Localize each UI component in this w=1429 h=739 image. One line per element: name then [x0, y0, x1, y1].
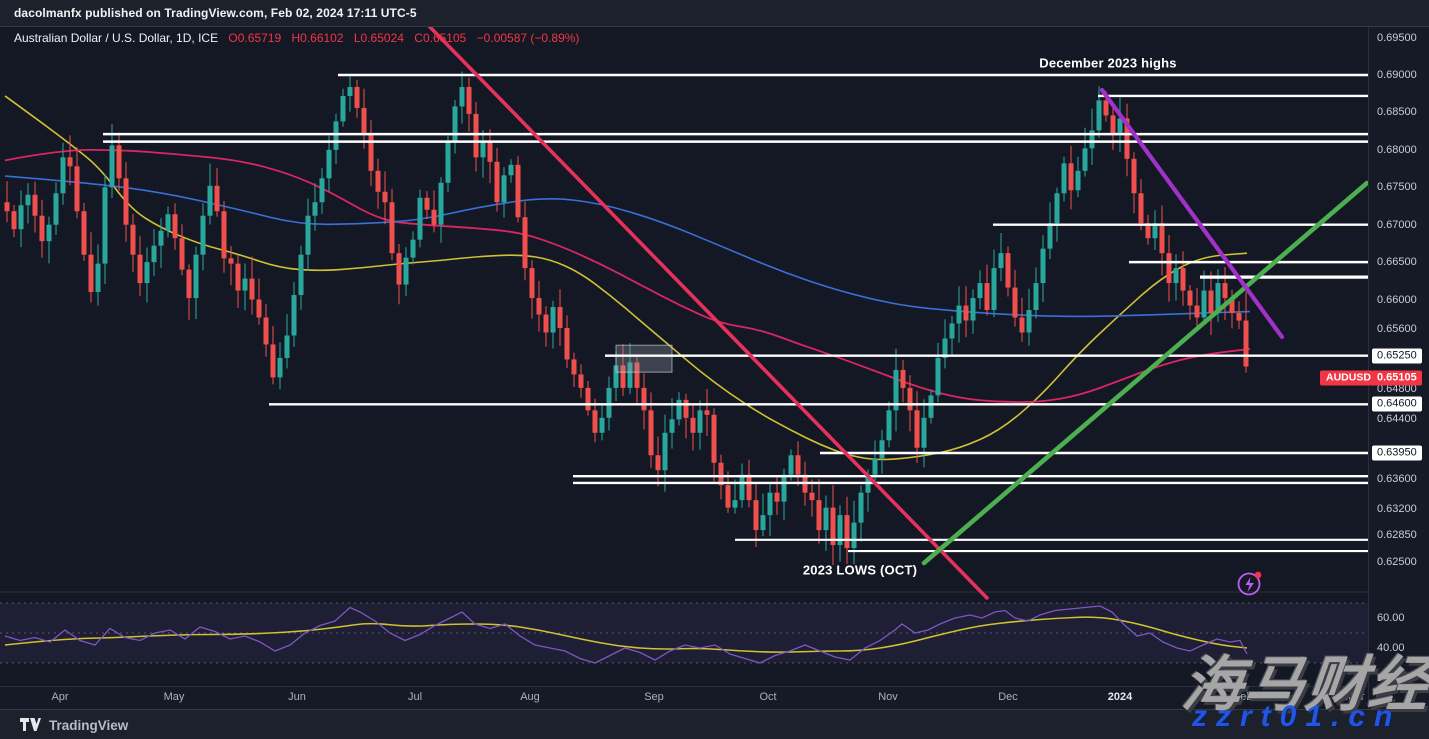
legend-high: H0.66102	[291, 31, 344, 45]
attribution-text: dacolmanfx published on TradingView.com,…	[14, 6, 417, 20]
ma-blue	[4, 175, 1251, 318]
line-price-label: 0.64600	[1372, 396, 1422, 412]
watermark-url: zzrt01.cn	[1192, 700, 1402, 733]
price-tick: 0.64400	[1377, 413, 1417, 426]
ma-crimson	[4, 148, 1251, 403]
symbol-title[interactable]: Australian Dollar / U.S. Dollar, 1D, ICE	[14, 31, 219, 45]
time-label-month: Mar	[1345, 691, 1365, 703]
legend-low: L0.65024	[353, 31, 404, 45]
footer-bar: TradingView	[0, 709, 1429, 739]
time-label-month: Aug	[520, 691, 540, 703]
rsi-tick: 40.00	[1377, 642, 1405, 654]
legend-open: O0.65719	[228, 31, 282, 45]
rsi-tick: 20.00	[1377, 672, 1405, 684]
flash-icon	[1237, 571, 1262, 596]
last-price-label: 0.65105	[1372, 370, 1422, 386]
trendlines	[427, 24, 1370, 600]
footer-brand[interactable]: TradingView	[49, 717, 129, 733]
line-price-label: 0.63950	[1372, 445, 1422, 461]
ma-yellow	[4, 95, 1248, 461]
annotation-december-2023-highs: December 2023 highs	[1039, 55, 1177, 71]
symbol-price-tag: AUDUSD	[1320, 370, 1377, 386]
price-tick: 0.66000	[1377, 293, 1417, 306]
price-tick: 0.62500	[1377, 555, 1417, 568]
rsi-ma-line	[4, 616, 1248, 653]
price-tick: 0.63600	[1377, 473, 1417, 486]
rsi-lines	[4, 605, 1248, 664]
price-tick: 0.63200	[1377, 503, 1417, 516]
time-label-month: Dec	[998, 691, 1018, 703]
price-tick: 0.64800	[1377, 383, 1417, 396]
range-box	[615, 344, 673, 373]
price-tick: 0.66500	[1377, 256, 1417, 269]
downtrend-jan-2024	[1099, 87, 1285, 340]
time-axis[interactable]: Apr May Jun Jul Aug Sep Oct Nov Dec 2024 Feb Mar	[0, 686, 1368, 710]
time-label-month: Apr	[51, 691, 69, 703]
tradingview-logo-icon	[20, 718, 41, 731]
chart-legend[interactable]: Australian Dollar / U.S. Dollar, 1D, ICE…	[14, 31, 579, 45]
time-label-month: Nov	[878, 691, 898, 703]
time-label-month: Sep	[644, 691, 664, 703]
uptrend-from-oct-lows	[921, 180, 1370, 566]
moving-averages	[4, 95, 1251, 461]
time-label-month: Oct	[759, 691, 777, 703]
time-label-month: Jul	[407, 691, 423, 703]
line-price-label: 0.65250	[1372, 348, 1422, 364]
price-tick: 0.68000	[1377, 143, 1417, 156]
horizontal-lines	[103, 73, 1368, 553]
time-label-month: Feb	[1233, 691, 1253, 703]
price-tick: 0.67000	[1377, 218, 1417, 231]
price-tick: 0.62850	[1377, 529, 1417, 542]
price-gridlines	[0, 37, 1368, 563]
legend-close: C0.65105	[414, 31, 467, 45]
downtrend-2023	[427, 24, 989, 600]
price-tick: 0.65600	[1377, 323, 1417, 336]
price-tick: 0.69000	[1377, 69, 1417, 81]
rsi-pane	[0, 591, 1368, 664]
rsi-tick: 60.00	[1377, 612, 1405, 624]
time-label-month: Jun	[288, 691, 306, 703]
attribution-bar: dacolmanfx published on TradingView.com,…	[0, 0, 1429, 27]
legend-change: −0.00587 (−0.89%)	[476, 31, 580, 45]
rsi-line	[4, 605, 1248, 664]
time-label-year: 2024	[1107, 691, 1133, 703]
annotation-2023-lows-oct: 2023 LOWS (OCT)	[802, 562, 918, 578]
price-tick: 0.68500	[1377, 106, 1417, 119]
price-tick: 0.67500	[1377, 181, 1417, 194]
candlestick-series	[4, 71, 1249, 565]
time-label-month: May	[163, 691, 185, 703]
price-tick: 0.69500	[1377, 31, 1417, 44]
price-axis[interactable]: 0.69500 0.69000 0.68500 0.68000 0.67500 0.670…	[1368, 26, 1429, 709]
